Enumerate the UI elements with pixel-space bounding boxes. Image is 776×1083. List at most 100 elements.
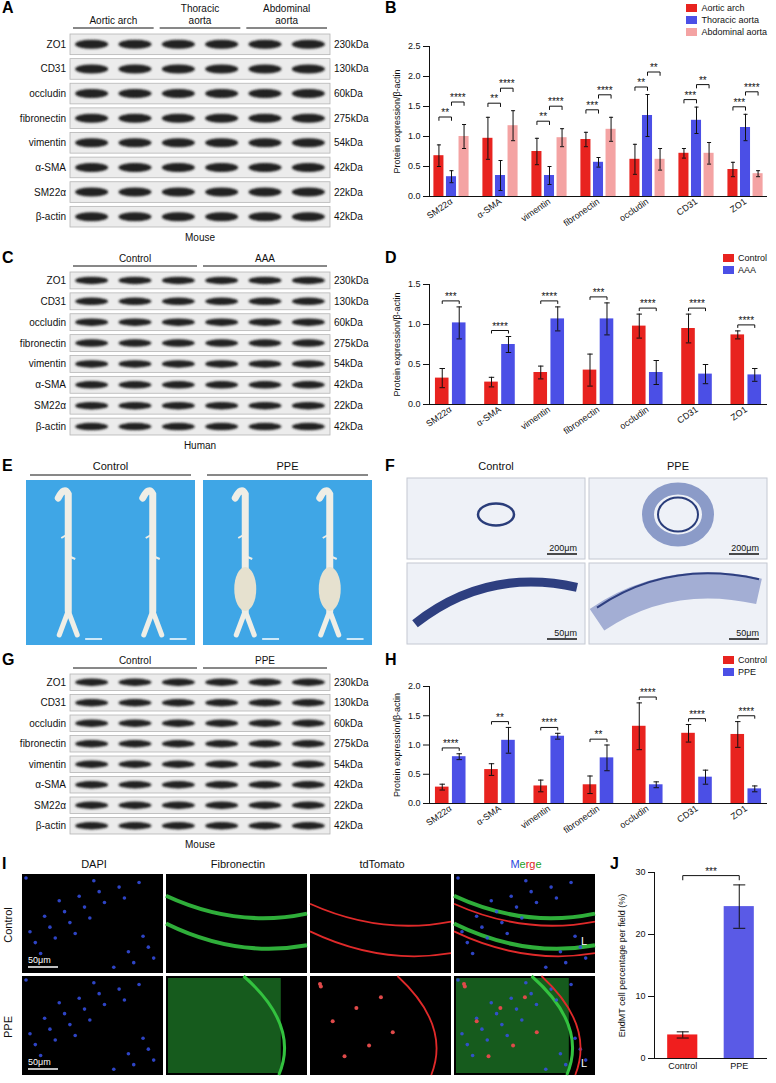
svg-text:CD31: CD31 [40,63,66,74]
svg-text:SM22α: SM22α [34,400,66,411]
svg-text:1.0: 1.0 [408,740,421,750]
svg-text:2.0: 2.0 [408,681,421,691]
svg-text:fibronectin: fibronectin [20,338,66,349]
svg-text:2.0: 2.0 [408,71,421,81]
svg-text:0.0: 0.0 [408,399,421,409]
svg-text:60kDa: 60kDa [334,88,363,99]
svg-text:0.0: 0.0 [408,191,421,201]
svg-text:fibronectin: fibronectin [562,803,602,835]
svg-text:****: **** [548,96,564,107]
svg-text:PPE: PPE [2,1016,14,1038]
svg-text:CD31: CD31 [40,697,66,708]
svg-text:****: **** [640,687,656,698]
svg-text:275kDa: 275kDa [334,338,369,349]
svg-text:Protein expression/β-actin: Protein expression/β-actin [392,69,402,173]
svg-text:CD31: CD31 [40,296,66,307]
svg-text:0: 0 [640,1053,645,1063]
svg-text:****: **** [541,291,557,302]
svg-text:Aortic arch: Aortic arch [89,15,137,26]
svg-text:****: **** [597,85,613,96]
svg-text:fibronectin: fibronectin [562,404,602,436]
svg-text:occludin: occludin [29,718,66,729]
svg-text:1.5: 1.5 [408,101,421,111]
svg-text:275kDa: 275kDa [334,113,369,124]
svg-text:occludin: occludin [29,88,66,99]
svg-text:****: **** [450,92,466,103]
svg-text:****: **** [689,298,705,309]
svg-text:**: ** [539,111,547,122]
svg-text:PPE: PPE [276,460,298,472]
svg-text:42kDa: 42kDa [334,211,363,222]
svg-text:occludin: occludin [29,317,66,328]
svg-text:β-actin: β-actin [36,820,66,831]
svg-text:α-SMA: α-SMA [35,379,66,390]
svg-text:****: **** [541,717,557,728]
svg-text:42kDa: 42kDa [334,820,363,831]
svg-text:fibronectin: fibronectin [562,196,602,228]
svg-text:***: *** [684,90,696,101]
svg-text:****: **** [744,82,760,93]
svg-text:****: **** [499,78,515,89]
svg-text:AAA: AAA [255,253,275,264]
svg-text:***: *** [733,97,745,108]
svg-text:1.0: 1.0 [408,131,421,141]
svg-text:130kDa: 130kDa [334,63,369,74]
svg-text:60kDa: 60kDa [334,317,363,328]
svg-text:42kDa: 42kDa [334,421,363,432]
svg-text:ZO1: ZO1 [47,677,67,688]
svg-text:1.0: 1.0 [408,319,421,329]
svg-text:Control: Control [119,253,151,264]
svg-text:50μm: 50μm [28,955,51,965]
svg-text:***: *** [445,291,457,302]
svg-text:ZO1: ZO1 [729,404,749,422]
svg-text:vimentin: vimentin [519,803,552,830]
svg-text:54kDa: 54kDa [334,759,363,770]
svg-text:vimentin: vimentin [29,358,66,369]
svg-text:vimentin: vimentin [519,196,552,223]
svg-text:0.5: 0.5 [408,161,421,171]
svg-text:60kDa: 60kDa [334,718,363,729]
svg-text:42kDa: 42kDa [334,162,363,173]
svg-text:SM22α: SM22α [424,803,453,828]
svg-text:54kDa: 54kDa [334,137,363,148]
svg-text:****: **** [640,298,656,309]
svg-text:α-SMA: α-SMA [35,779,66,790]
svg-text:β-actin: β-actin [36,211,66,222]
svg-text:Fibronectin: Fibronectin [211,858,265,870]
svg-text:aorta: aorta [189,15,212,26]
svg-text:0.5: 0.5 [408,359,421,369]
svg-text:130kDa: 130kDa [334,296,369,307]
svg-text:β-actin: β-actin [36,421,66,432]
svg-text:50μm: 50μm [554,628,577,638]
svg-text:230kDa: 230kDa [334,39,369,50]
svg-text:0.5: 0.5 [408,769,421,779]
svg-text:Protein expression/β-actin: Protein expression/β-actin [392,292,402,396]
svg-text:20: 20 [635,929,645,939]
svg-text:PPE: PPE [255,655,275,666]
svg-text:50μm: 50μm [736,628,759,638]
svg-text:fibronectin: fibronectin [20,113,66,124]
svg-text:tdTomato: tdTomato [359,858,404,870]
svg-text:****: **** [689,709,705,720]
svg-text:α-SMA: α-SMA [474,803,502,827]
svg-text:vimentin: vimentin [29,137,66,148]
svg-text:2.5: 2.5 [408,41,421,51]
svg-text:10: 10 [635,991,645,1001]
svg-text:α-SMA: α-SMA [475,196,503,220]
svg-text:**: ** [699,75,707,86]
svg-text:Control: Control [668,1061,697,1071]
svg-text:****: **** [443,738,459,749]
svg-text:****: **** [492,321,508,332]
svg-text:ZO1: ZO1 [728,196,748,214]
svg-text:Protein expression/β-actin: Protein expression/β-actin [392,693,402,797]
svg-text:Control: Control [2,907,14,942]
svg-text:**: ** [595,729,603,740]
svg-text:22kDa: 22kDa [334,400,363,411]
svg-text:22kDa: 22kDa [334,187,363,198]
svg-text:42kDa: 42kDa [334,779,363,790]
svg-text:**: ** [441,107,449,118]
svg-text:L: L [581,1057,587,1069]
svg-text:***: *** [586,100,598,111]
svg-text:α-SMA: α-SMA [474,404,502,428]
svg-text:**: ** [637,77,645,88]
